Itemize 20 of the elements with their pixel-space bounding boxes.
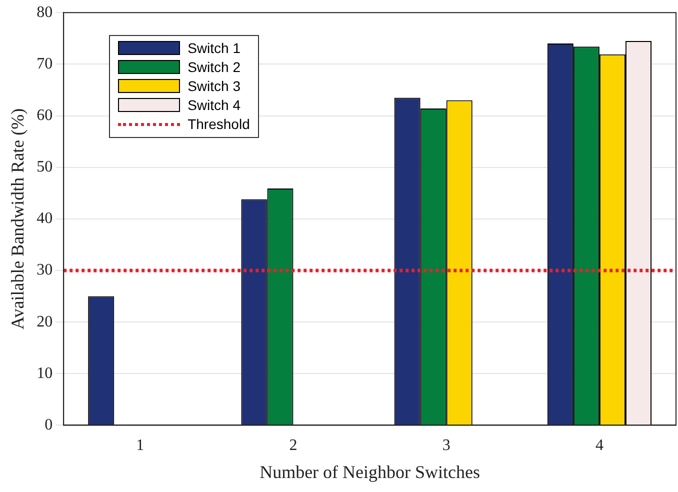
- y-tick-label: 20: [36, 313, 53, 330]
- legend-label: Threshold: [186, 115, 250, 134]
- legend-label: Switch 3: [186, 77, 242, 96]
- y-tick-label: 0: [44, 416, 53, 434]
- x-tick-label: 4: [595, 437, 604, 454]
- y-tick-label: 70: [36, 55, 53, 72]
- y-tick-label: 40: [36, 210, 53, 228]
- x-tick-label: 3: [442, 437, 450, 454]
- legend-label: Switch 1: [186, 39, 242, 58]
- y-tick-label: 80: [36, 4, 53, 21]
- y-tick-label: 30: [36, 262, 53, 279]
- y-tick-label: 50: [36, 158, 53, 176]
- legend-label: Switch 4: [186, 96, 242, 115]
- x-tick-label: 2: [289, 437, 298, 454]
- y-tick-label: 60: [36, 106, 53, 124]
- legend-label: Switch 2: [186, 58, 242, 77]
- x-axis-title: Number of Neighbor Switches: [260, 462, 480, 482]
- y-axis-title: Available Bandwidth Rate (%): [8, 108, 28, 330]
- x-tick-label: 1: [136, 437, 144, 454]
- y-tick-label: 10: [36, 364, 53, 382]
